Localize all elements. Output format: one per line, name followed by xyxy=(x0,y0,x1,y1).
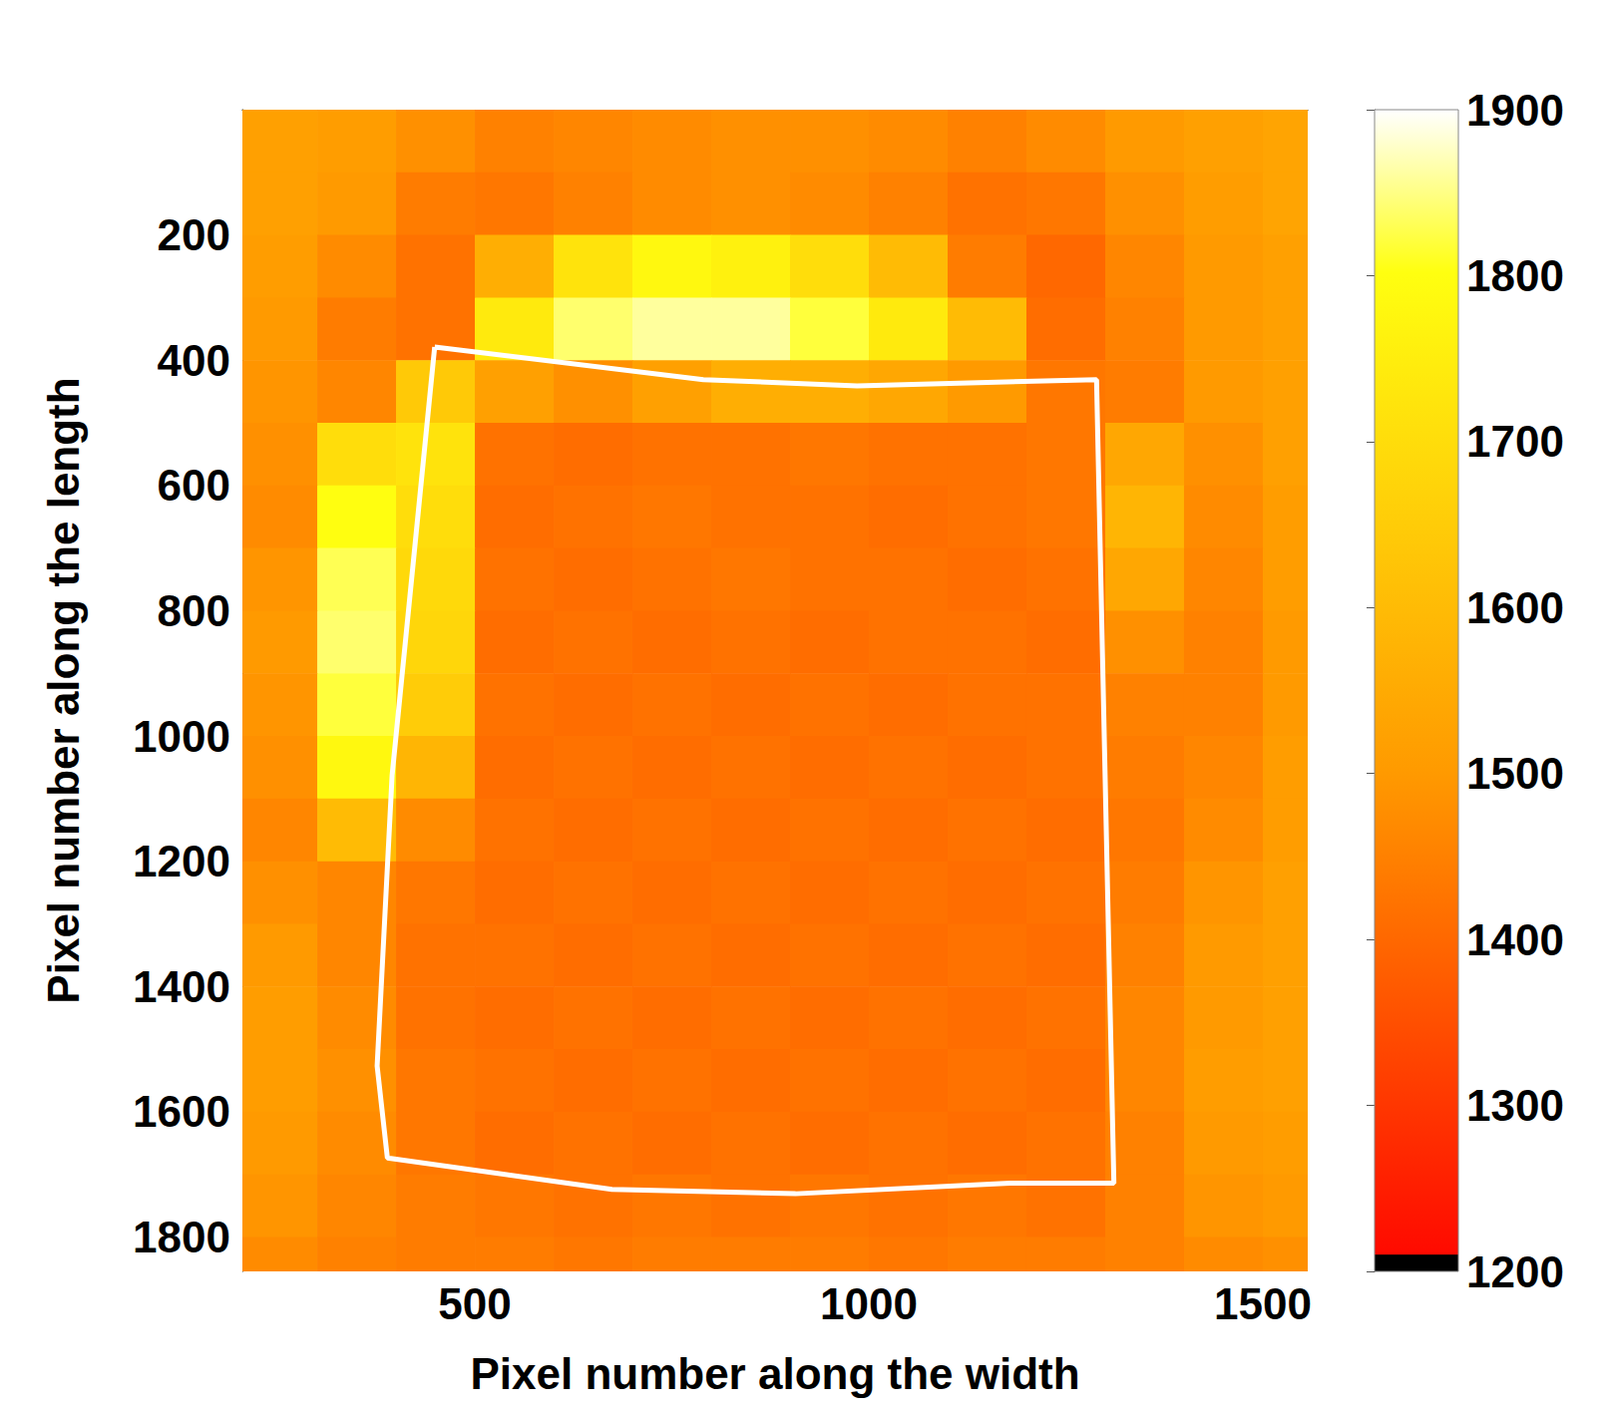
svg-text:1200: 1200 xyxy=(132,836,231,886)
svg-text:1500: 1500 xyxy=(1466,749,1565,799)
svg-text:500: 500 xyxy=(437,1279,511,1329)
svg-text:1900: 1900 xyxy=(1466,85,1565,135)
svg-text:600: 600 xyxy=(157,460,231,510)
svg-text:1400: 1400 xyxy=(132,962,231,1012)
svg-text:1700: 1700 xyxy=(1466,416,1565,466)
svg-text:1800: 1800 xyxy=(1466,251,1565,301)
svg-text:1400: 1400 xyxy=(1466,915,1565,965)
svg-text:1300: 1300 xyxy=(1466,1081,1565,1131)
svg-text:1500: 1500 xyxy=(1213,1279,1312,1329)
svg-text:1600: 1600 xyxy=(1466,583,1565,633)
svg-text:400: 400 xyxy=(157,336,231,386)
svg-text:1200: 1200 xyxy=(1466,1247,1565,1297)
svg-text:1000: 1000 xyxy=(819,1279,918,1329)
svg-text:1600: 1600 xyxy=(132,1087,231,1137)
svg-text:1800: 1800 xyxy=(132,1212,231,1262)
svg-text:Pixel number along the width: Pixel number along the width xyxy=(469,1349,1080,1399)
svg-text:800: 800 xyxy=(157,586,231,636)
svg-text:200: 200 xyxy=(157,210,231,260)
svg-text:1000: 1000 xyxy=(132,712,231,762)
svg-text:Pixel number along the length: Pixel number along the length xyxy=(38,377,88,1004)
